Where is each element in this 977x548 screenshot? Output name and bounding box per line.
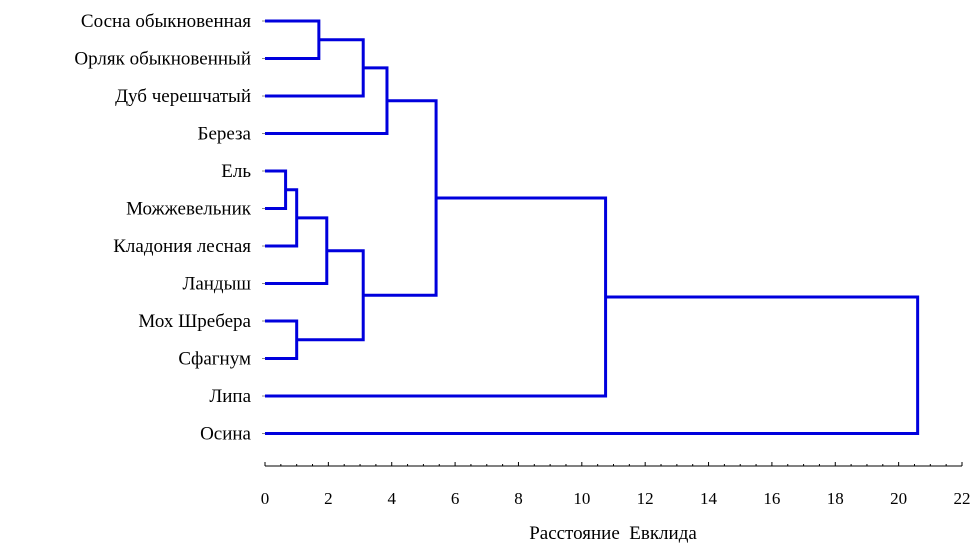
x-tick-label-0: 0	[261, 489, 270, 508]
x-tick-label-4: 4	[387, 489, 396, 508]
merge-link-8	[265, 66, 389, 135]
merge-link-4	[265, 188, 299, 248]
x-tick-label-6: 6	[451, 489, 460, 508]
dendrogram-links	[265, 19, 920, 435]
merge-link-2	[265, 169, 288, 210]
x-axis-tick-labels: 0 2 4 6 8 10 12 14 16 18 20 22	[261, 489, 971, 508]
leaf-label-2: Орляк обыкновенный	[74, 49, 251, 70]
x-tick-label-22: 22	[954, 489, 971, 508]
leaf-label-6: Можжевельник	[126, 199, 252, 220]
leaf-label-11: Липа	[209, 386, 251, 407]
leaf-label-7: Кладония лесная	[113, 236, 251, 257]
merge-link-11	[265, 295, 920, 435]
x-tick-label-8: 8	[514, 489, 523, 508]
leaf-label-10: Сфагнум	[178, 349, 251, 370]
merge-link-6	[265, 38, 365, 98]
leaf-label-9: Мох Шребера	[138, 311, 251, 332]
x-axis: 0 2 4 6 8 10 12 14 16 18 20 22	[261, 462, 971, 508]
merge-link-9	[363, 99, 438, 297]
x-axis-label: Расстояние Евклида	[529, 523, 697, 544]
merge-link-7	[296, 249, 365, 342]
leaf-label-5: Ель	[221, 161, 251, 182]
leaf-label-4: Береза	[198, 124, 252, 145]
x-tick-label-2: 2	[324, 489, 333, 508]
x-tick-label-12: 12	[637, 489, 654, 508]
leaf-label-12: Осина	[200, 424, 251, 445]
x-tick-label-10: 10	[573, 489, 590, 508]
x-tick-label-20: 20	[890, 489, 907, 508]
x-tick-label-18: 18	[827, 489, 844, 508]
leaf-labels: Сосна обыкновенная Орляк обыкновенный Дуб …	[74, 11, 265, 445]
x-axis-ticks	[264, 462, 963, 466]
merge-link-3	[265, 319, 299, 360]
x-tick-label-14: 14	[700, 489, 718, 508]
merge-link-1	[265, 19, 321, 60]
leaf-label-8: Ландыш	[182, 274, 251, 295]
x-tick-label-16: 16	[763, 489, 780, 508]
leaf-label-3: Дуб черешчатый	[115, 86, 251, 107]
leaf-label-1: Сосна обыкновенная	[81, 11, 251, 32]
